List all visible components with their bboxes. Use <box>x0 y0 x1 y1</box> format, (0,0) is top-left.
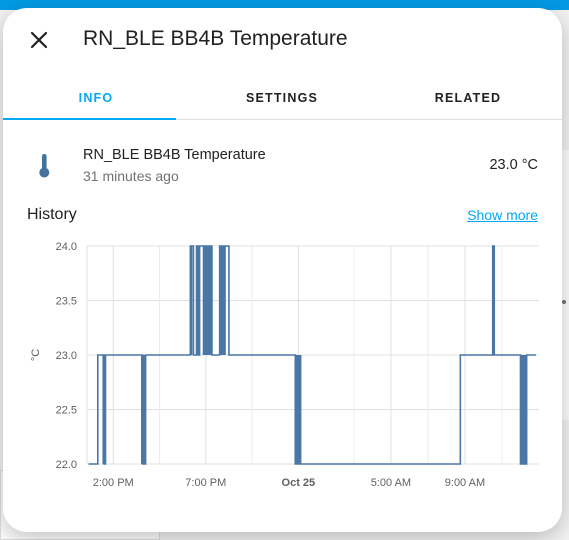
entity-last-changed: 31 minutes ago <box>83 168 179 184</box>
entity-name: RN_BLE BB4B Temperature <box>83 147 266 163</box>
history-title: History <box>27 206 77 223</box>
x-tick-label: 7:00 PM <box>185 477 226 489</box>
more-info-dialog: RN_BLE BB4B Temperature INFO SETTINGS RE… <box>3 8 562 532</box>
series-oscillation-band <box>190 246 193 355</box>
series-oscillation-band <box>102 355 105 464</box>
tab-related[interactable]: RELATED <box>434 91 502 105</box>
series-oscillation-band <box>492 246 495 355</box>
x-tick-label: 5:00 AM <box>371 477 411 489</box>
show-more-link[interactable]: Show more <box>467 207 538 223</box>
close-button[interactable] <box>25 26 53 54</box>
background-panel-edge <box>561 150 569 420</box>
app-header-strip <box>0 0 569 10</box>
entity-row[interactable]: RN_BLE BB4B Temperature 31 minutes ago 2… <box>3 138 562 194</box>
series-oscillation-band <box>520 355 527 464</box>
y-tick-label: 22.5 <box>56 405 77 417</box>
x-tick-label: 2:00 PM <box>93 477 134 489</box>
background-dot <box>562 300 566 304</box>
active-tab-indicator <box>3 118 176 120</box>
tab-settings[interactable]: SETTINGS <box>245 91 319 105</box>
series-oscillation-band <box>140 355 146 464</box>
tab-bar: INFO SETTINGS RELATED <box>3 76 562 120</box>
series-oscillation-band <box>202 246 212 355</box>
history-chart: 24.0 23.5 23.0 22.5 22.0 2:00 PM 7:00 PM Oct 25… <box>30 241 539 489</box>
x-tick-label: Oct 25 <box>282 477 316 489</box>
entity-state: 23.0 °C <box>489 157 538 173</box>
thermometer-icon <box>39 154 50 178</box>
series-oscillation-band <box>295 355 302 464</box>
series-oscillation-band <box>196 246 200 355</box>
tab-info[interactable]: INFO <box>78 91 114 105</box>
y-tick-label: 22.0 <box>56 459 77 471</box>
y-tick-label: 23.5 <box>56 296 77 308</box>
y-tick-label: 24.0 <box>56 241 77 253</box>
y-axis-label: °C <box>30 349 42 361</box>
close-icon <box>30 31 48 49</box>
dialog-title: RN_BLE BB4B Temperature <box>83 27 348 50</box>
x-tick-label: 9:00 AM <box>445 477 485 489</box>
y-tick-label: 23.0 <box>56 350 77 362</box>
series-oscillation-band <box>219 246 226 355</box>
